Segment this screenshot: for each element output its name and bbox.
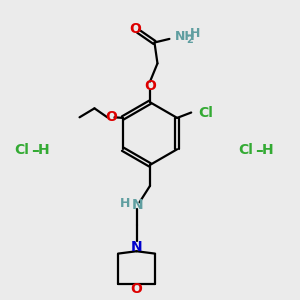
Text: 2: 2 [187, 35, 194, 45]
Text: O: O [144, 79, 156, 93]
Text: N: N [131, 240, 142, 254]
Text: O: O [105, 110, 117, 124]
Text: H: H [190, 27, 200, 40]
Text: H: H [120, 197, 130, 210]
Text: H: H [262, 143, 274, 157]
Text: –: – [255, 142, 263, 158]
Text: O: O [130, 22, 142, 36]
Text: NH: NH [175, 30, 196, 43]
Text: H: H [38, 143, 50, 157]
Text: Cl: Cl [238, 143, 253, 157]
Text: –: – [31, 142, 39, 158]
Text: O: O [130, 283, 142, 296]
Text: N: N [132, 198, 144, 212]
Text: Cl: Cl [198, 106, 213, 119]
Text: Cl: Cl [14, 143, 29, 157]
